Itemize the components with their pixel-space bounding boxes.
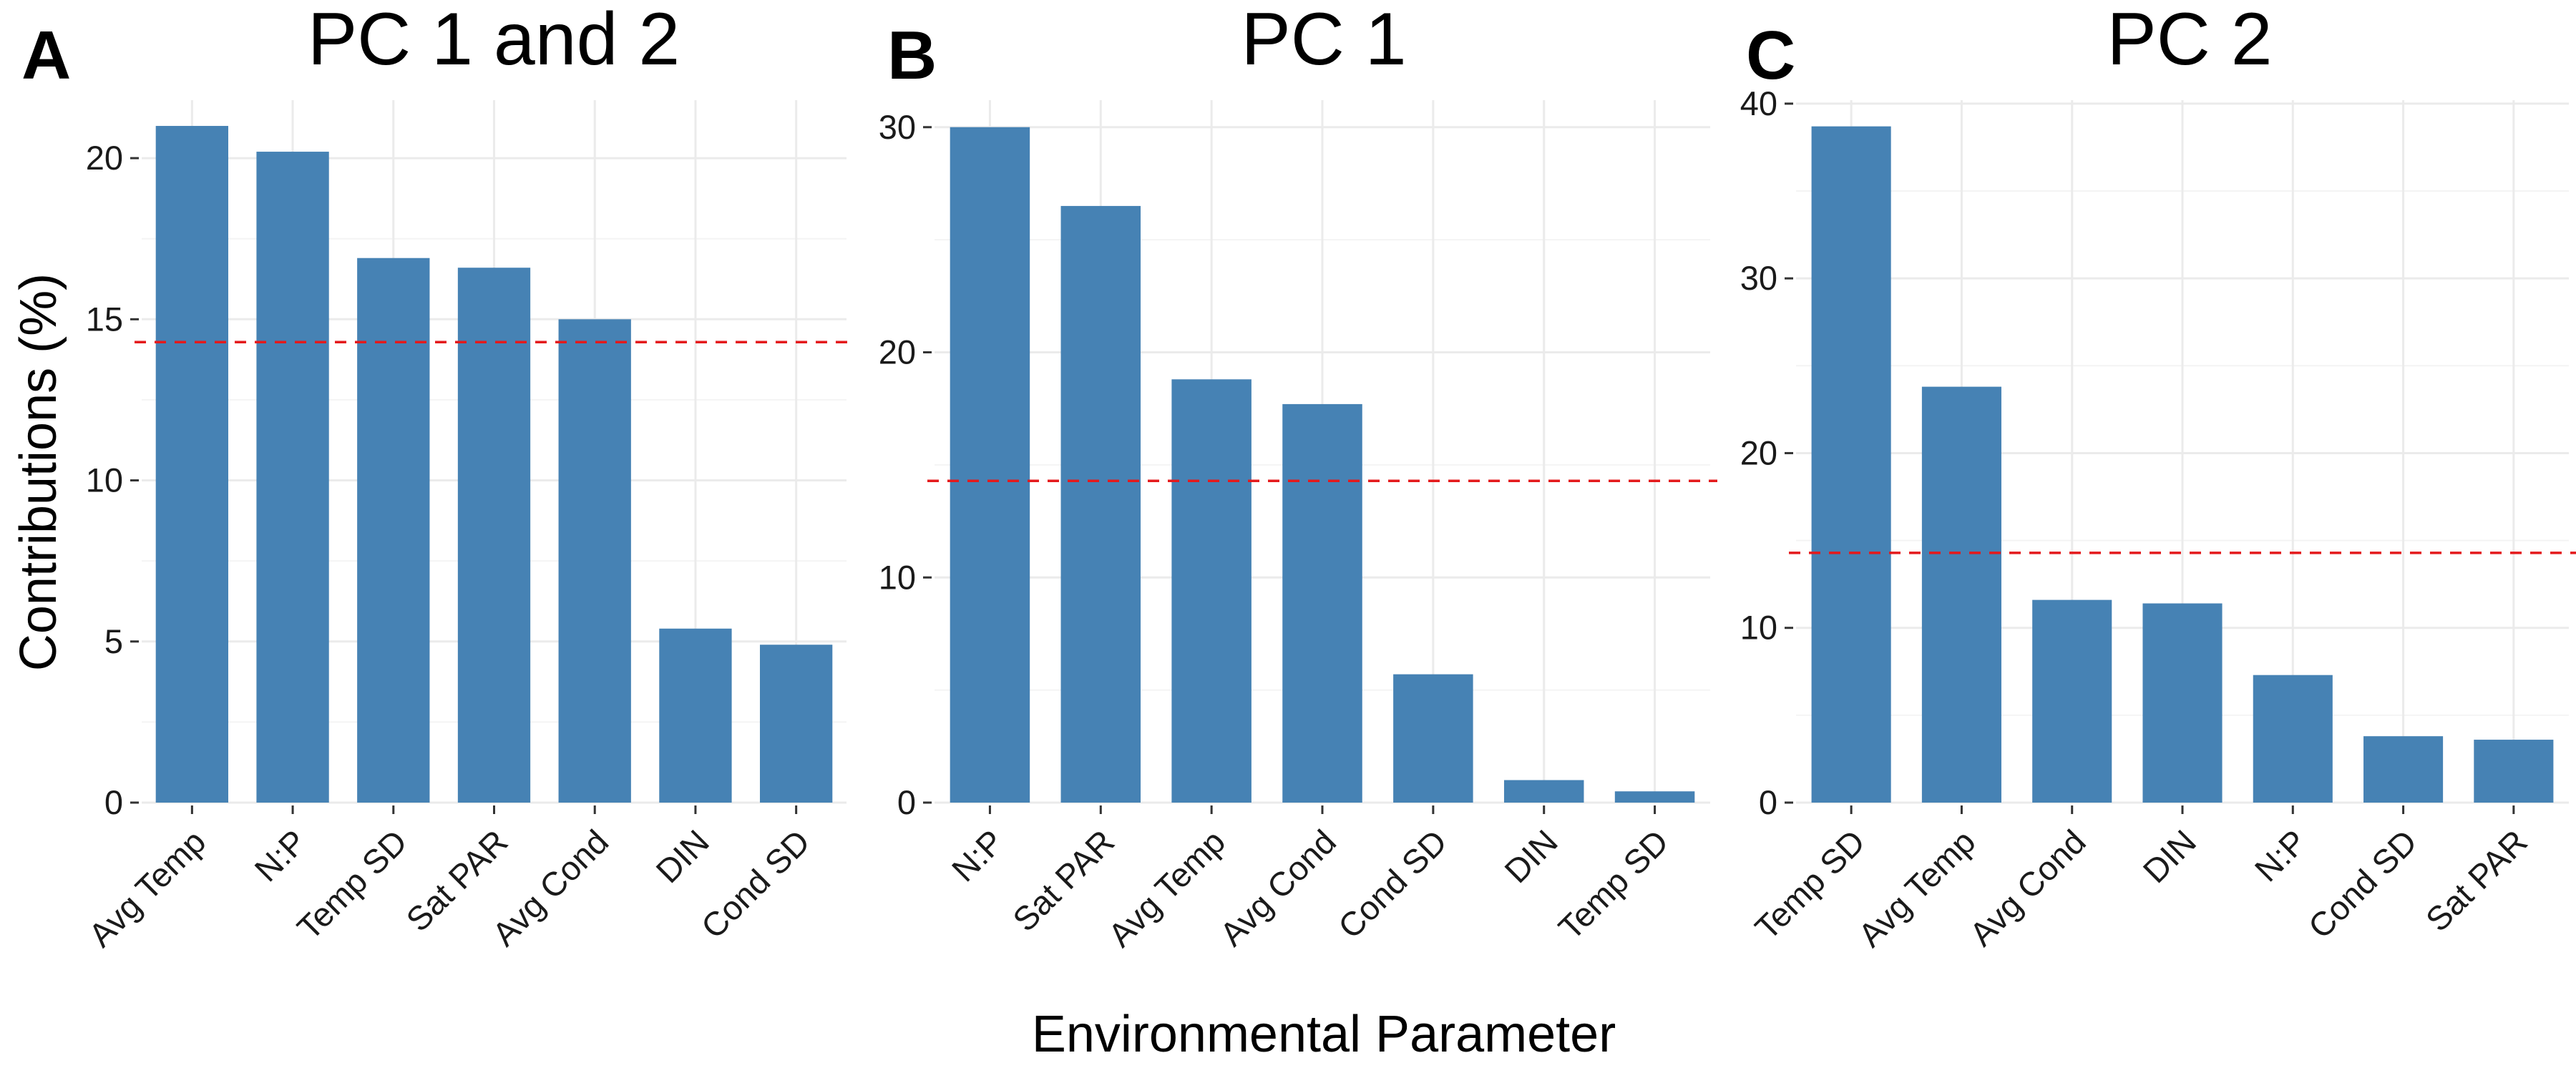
bar-cond-sd [1393,674,1473,803]
y-tick-label: 10 [1740,609,1777,647]
x-tick-label: DIN [1497,823,1565,891]
y-axis-title: Contributions (%) [10,273,67,671]
x-tick-label: Sat PAR [1005,823,1121,939]
x-tick-label: DIN [648,823,716,891]
y-tick-label: 5 [104,622,123,660]
x-tick-label: Temp SD [1551,823,1675,947]
y-tick-label: 20 [1740,433,1777,471]
bar-n-p [2253,675,2333,803]
x-tick-label: N:P [247,823,313,889]
panel-title: PC 2 [2107,0,2272,81]
bar-sat-par [457,268,531,803]
x-axis-title: Environmental Parameter [1032,1006,1616,1063]
bar-sat-par [2474,740,2554,803]
y-tick-label: 20 [86,139,123,177]
bar-avg-cond [2032,599,2112,803]
bar-cond-sd [759,645,833,803]
x-tick-label: Cond SD [1331,823,1454,946]
bar-avg-cond [1282,403,1362,803]
y-tick-label: 15 [86,300,123,338]
x-tick-label: N:P [2247,823,2313,889]
bar-n-p [256,152,329,803]
y-tick-label: 0 [897,783,916,821]
x-tick-label: N:P [945,823,1011,889]
y-tick-label: 0 [1759,783,1777,821]
bar-sat-par [1060,205,1141,803]
x-tick-label: Cond SD [2301,823,2424,946]
x-tick-label: Temp SD [290,823,414,947]
bar-avg-cond [558,319,631,803]
x-tick-label: Cond SD [693,823,816,946]
x-tick-label: Avg Cond [1212,823,1343,954]
y-tick-label: 30 [1740,259,1777,297]
x-tick-label: Avg Temp [81,823,213,954]
y-tick-label: 10 [86,461,123,499]
panel-title: PC 1 and 2 [308,0,680,81]
bar-avg-temp [1921,386,2001,803]
bar-cond-sd [2363,736,2444,803]
panel-letter: B [887,17,937,94]
x-tick-label: Avg Temp [1101,823,1232,954]
bar-din [1503,780,1584,803]
panel-letter: C [1746,17,1795,94]
bar-n-p [950,127,1030,803]
bar-temp-sd [357,258,430,803]
y-tick-label: 40 [1740,84,1777,122]
y-tick-label: 10 [879,558,916,596]
y-tick-label: 20 [879,333,916,371]
bar-avg-temp [155,126,229,803]
y-tick-label: 0 [104,783,123,821]
x-tick-label: DIN [2135,823,2203,891]
bar-avg-temp [1171,379,1252,803]
y-tick-label: 30 [879,108,916,146]
bar-temp-sd [1614,791,1695,803]
bar-temp-sd [1811,126,1891,803]
panel-letter: A [21,17,71,94]
x-tick-label: Sat PAR [2418,823,2534,939]
x-tick-label: Avg Cond [1962,823,2093,954]
panel-title: PC 1 [1241,0,1406,81]
bar-din [659,628,732,803]
bar-din [2142,603,2223,803]
x-tick-label: Avg Temp [1850,823,1982,954]
